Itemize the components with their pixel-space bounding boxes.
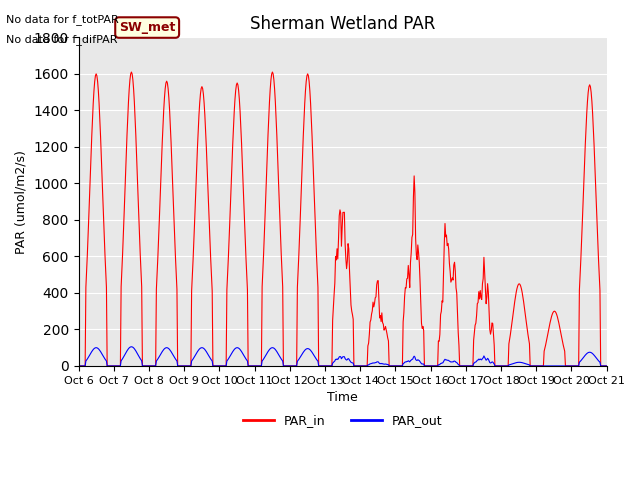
PAR_in xyxy=(140,363,147,369)
PAR_in xyxy=(221,363,228,369)
PAR_in xyxy=(408,250,415,256)
Line: PAR_in: PAR_in xyxy=(79,72,607,366)
X-axis label: Time: Time xyxy=(327,391,358,404)
PAR_in xyxy=(603,363,611,369)
PAR_in xyxy=(84,233,92,239)
Title: Sherman Wetland PAR: Sherman Wetland PAR xyxy=(250,15,435,33)
Text: No data for f_difPAR: No data for f_difPAR xyxy=(6,34,118,45)
Text: No data for f_totPAR: No data for f_totPAR xyxy=(6,14,119,25)
PAR_out xyxy=(75,363,83,369)
PAR_in xyxy=(75,363,83,369)
Text: SW_met: SW_met xyxy=(119,21,175,34)
PAR_in xyxy=(423,363,431,369)
PAR_out xyxy=(84,355,92,360)
PAR_in xyxy=(127,69,135,75)
PAR_out xyxy=(408,357,415,363)
PAR_in xyxy=(193,162,200,168)
PAR_out xyxy=(193,350,200,356)
PAR_out xyxy=(127,344,135,349)
Line: PAR_out: PAR_out xyxy=(79,347,607,366)
PAR_out xyxy=(603,363,611,369)
PAR_out xyxy=(140,363,147,369)
Y-axis label: PAR (umol/m2/s): PAR (umol/m2/s) xyxy=(15,150,28,253)
PAR_out xyxy=(423,363,431,369)
PAR_out xyxy=(221,363,228,369)
Legend: PAR_in, PAR_out: PAR_in, PAR_out xyxy=(237,409,447,432)
